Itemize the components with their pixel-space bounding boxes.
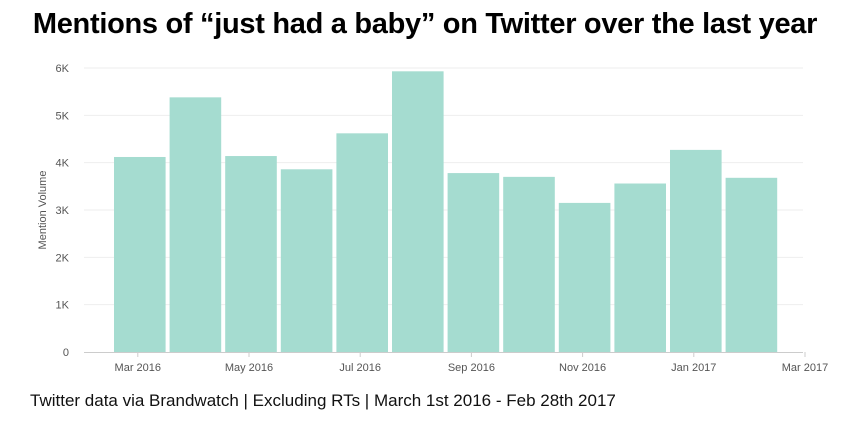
bar-nov-2016[interactable] <box>558 202 611 352</box>
chart-title: Mentions of “just had a baby” on Twitter… <box>32 8 818 40</box>
x-tick-label: Sep 2016 <box>448 362 495 374</box>
y-axis-label: Mention Volume <box>37 171 49 250</box>
bars <box>114 71 778 353</box>
bar-sep-2016[interactable] <box>447 173 500 352</box>
x-tick-label: Jan 2017 <box>671 362 716 374</box>
y-tick-label: 5K <box>56 110 70 122</box>
y-tick-label: 1K <box>56 300 70 312</box>
bar-jul-2016[interactable] <box>336 133 388 352</box>
bar-dec-2016[interactable] <box>614 183 666 352</box>
tick-labels: 0 1K 2K 3K 4K 5K 6K Mar 2016 May 2016 Jul 2016 Sep… <box>56 63 829 374</box>
x-tick-label: Jul 2016 <box>339 362 381 374</box>
y-tick-label: 0 <box>63 347 69 359</box>
bar-aug-2016[interactable] <box>392 71 444 353</box>
bar-apr-2016[interactable] <box>169 97 222 352</box>
bar-feb-2017[interactable] <box>725 177 778 352</box>
axes <box>84 352 806 357</box>
bar-oct-2016[interactable] <box>503 176 555 352</box>
x-tick-label: May 2016 <box>225 362 273 374</box>
y-tick-label: 4K <box>56 158 70 170</box>
x-tick-label: Nov 2016 <box>559 362 606 374</box>
y-tick-label: 6K <box>56 63 70 75</box>
x-tick-label: Mar 2017 <box>782 362 828 374</box>
bar-jan-2017[interactable] <box>670 149 722 352</box>
bar-jun-2016[interactable] <box>280 169 333 352</box>
y-tick-label: 3K <box>56 205 70 217</box>
y-tick-label: 2K <box>56 252 70 264</box>
x-tick-label: Mar 2016 <box>115 362 161 374</box>
source-footer: Twitter data via Brandwatch | Excluding … <box>30 391 616 410</box>
bar-mar-2016[interactable] <box>114 156 166 352</box>
bar-may-2016[interactable] <box>225 156 277 352</box>
